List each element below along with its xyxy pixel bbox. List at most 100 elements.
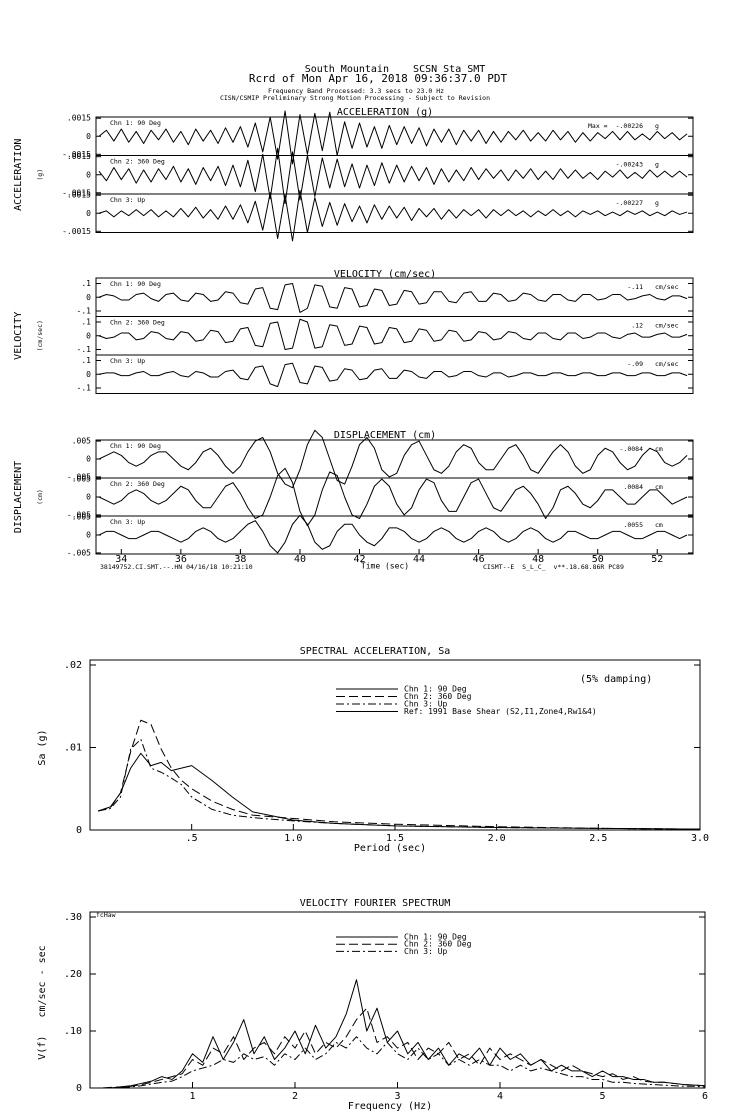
peak-value: -.00226 (616, 122, 643, 130)
y-tick-label: -.0015 (62, 227, 91, 236)
y-tick-label: .005 (72, 513, 91, 522)
chart-title: SPECTRAL ACCELERATION, Sa (300, 646, 451, 657)
legend-label: Chn 2: 360 Deg (404, 940, 472, 949)
trace-line (98, 467, 688, 527)
y-tick-label: .02 (64, 660, 82, 671)
y-tick-label: .1 (81, 318, 91, 327)
footer-left: 38149752.CI.SMT.--.HN 04/16/18 10:21:10 (100, 563, 253, 571)
y-tick-label: 0 (86, 293, 91, 302)
x-axis-label: Frequency (Hz) (348, 1101, 432, 1112)
y-tick-label: -.005 (67, 548, 91, 557)
peak-value: .0055 (623, 521, 643, 529)
peak-unit: cm (655, 521, 663, 529)
peak-unit: g (655, 199, 659, 207)
record-title: Rcrd of Mon Apr 16, 2018 09:36:37.0 PDT (249, 72, 508, 85)
x-tick-label: 42 (353, 554, 365, 565)
y-tick-label: 0 (86, 493, 91, 502)
y-tick-label: .20 (64, 969, 82, 980)
peak-unit: cm/sec (655, 283, 679, 291)
y-tick-label: -.005 (67, 510, 91, 519)
x-tick-label: 50 (592, 554, 604, 565)
y-axis-label: VELOCITY (13, 312, 24, 360)
peak-unit: g (655, 122, 659, 130)
y-axis-unit: (cm/sec) (36, 320, 44, 351)
x-tick-label: 1.5 (386, 833, 404, 844)
x-tick-label: 40 (294, 554, 306, 565)
x-tick-label: 44 (413, 554, 425, 565)
trace-line (98, 283, 688, 313)
peak-value: -.11 (627, 283, 643, 291)
chart-title: VELOCITY (cm/sec) (334, 269, 436, 280)
peak-unit: cm (655, 483, 663, 491)
x-tick-label: 2.5 (589, 833, 607, 844)
trace-line (98, 110, 688, 165)
y-tick-label: -.005 (67, 472, 91, 481)
y-axis-label: DISPLACEMENT (13, 461, 24, 533)
channel-label: Chn 1: 90 Deg (110, 280, 161, 288)
footer-right: CISMT--E S_L_C_ v**.18.68.86R PC89 (483, 563, 624, 571)
peak-value: -.0084 (620, 445, 644, 453)
peak-unit: cm/sec (655, 360, 679, 368)
legend-label: Chn 3: Up (404, 700, 448, 709)
legend-label: Chn 2: 360 Deg (404, 692, 472, 701)
x-tick-label: 5 (599, 1091, 605, 1102)
peak-value: -.00227 (616, 199, 643, 207)
peak-unit: g (655, 161, 659, 169)
x-axis-label: Time (sec) (361, 562, 409, 571)
trace-line (98, 429, 688, 489)
x-tick-label: 34 (115, 554, 127, 565)
trace-line (98, 147, 688, 205)
legend-label: Chn 1: 90 Deg (404, 933, 467, 942)
x-tick-label: 6 (702, 1091, 708, 1102)
trace-line (98, 189, 688, 242)
y-tick-label: 0 (86, 331, 91, 340)
y-tick-label: -.1 (77, 384, 92, 393)
y-tick-label: -.0015 (62, 150, 91, 159)
channel-label: Chn 2: 360 Deg (110, 158, 165, 166)
chart-title: VELOCITY FOURIER SPECTRUM (300, 898, 451, 909)
y-tick-label: .1 (81, 279, 91, 288)
trace-line (97, 719, 701, 830)
y-axis-label: ACCELERATION (13, 139, 24, 211)
y-tick-label: 0 (86, 455, 91, 464)
y-tick-label: .005 (72, 437, 91, 446)
x-tick-label: 1.0 (284, 833, 302, 844)
x-tick-label: 46 (473, 554, 485, 565)
x-tick-label: 2.0 (488, 833, 506, 844)
y-tick-label: 0 (86, 132, 91, 141)
channel-label: Chn 2: 360 Deg (110, 319, 165, 327)
y-tick-label: .005 (72, 475, 91, 484)
y-axis-label: Sa (g) (37, 729, 48, 765)
channel-label: Chn 1: 90 Deg (110, 119, 161, 127)
trace-line (98, 362, 688, 388)
y-tick-label: 0 (86, 531, 91, 540)
x-tick-label: 48 (532, 554, 544, 565)
y-tick-label: -.1 (77, 307, 92, 316)
peak-value: .0084 (623, 483, 643, 491)
legend-label: Ref: 1991 Base Shear (S2,I1,Zone4,Rw1&4) (404, 707, 597, 716)
trace-line (98, 514, 688, 554)
trace-line (98, 738, 701, 830)
y-tick-label: .10 (64, 1026, 82, 1037)
annotation: (5% damping) (580, 674, 652, 685)
trace-line (98, 318, 688, 350)
x-tick-label: .5 (186, 833, 198, 844)
y-tick-label: .0015 (67, 191, 91, 200)
legend-label: Chn 1: 90 Deg (404, 685, 467, 694)
max-label: Max = (588, 122, 608, 130)
peak-unit: cm/sec (655, 322, 679, 330)
peak-unit: cm (655, 445, 663, 453)
channel-label: Chn 3: Up (110, 196, 145, 204)
x-tick-label: 2 (292, 1091, 298, 1102)
x-tick-label: 3.0 (691, 833, 709, 844)
y-axis-unit: (g) (36, 169, 44, 181)
x-axis-label: Period (sec) (354, 843, 426, 854)
y-tick-label: .0015 (67, 114, 91, 123)
chart-title: DISPLACEMENT (cm) (334, 430, 436, 441)
trace-line (90, 1036, 706, 1089)
y-axis-label: V(f) cm/sec - sec (37, 945, 48, 1059)
y-tick-label: 0 (76, 1083, 82, 1094)
y-axis-unit: (cm) (36, 489, 44, 505)
